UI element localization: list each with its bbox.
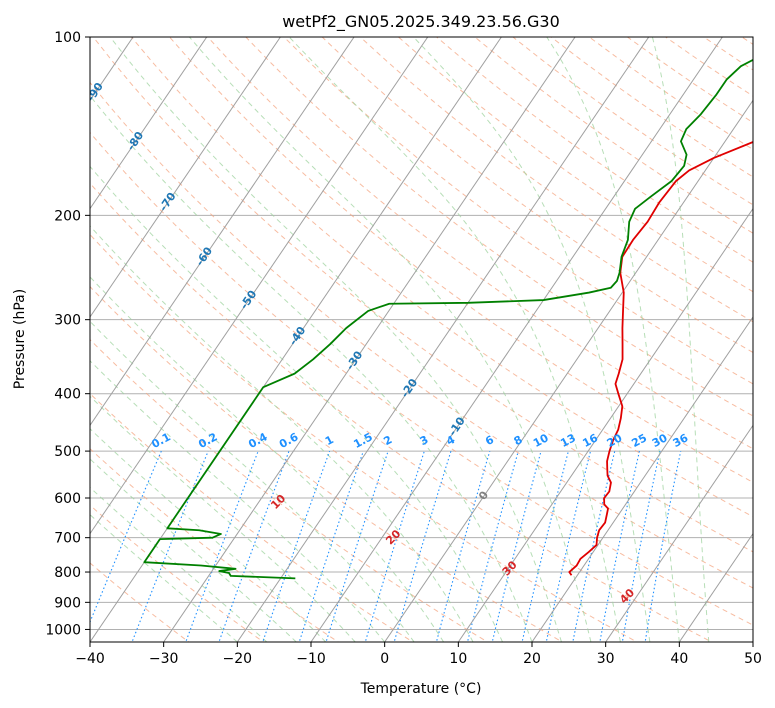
moist-adiabat-line (651, 37, 710, 642)
moist-adiabat-line (90, 428, 327, 642)
y-tick-label: 200 (54, 208, 81, 224)
y-tick-label: 600 (54, 491, 81, 507)
mixing-ratio-line (185, 450, 259, 642)
dewpoint-profile-line (143, 58, 753, 580)
x-axis: −40 −30 −20 −10 0 10 20 30 40 50 (75, 642, 762, 667)
mixing-ratio-label: 16 (580, 431, 600, 450)
y-axis: 100 200 300 400 500 600 700 800 900 1000 (45, 30, 90, 638)
mixing-ratio-label: 13 (558, 431, 578, 450)
x-tick-label: −10 (296, 651, 326, 667)
isotherm-line (236, 37, 650, 642)
dry-adiabat-line (90, 285, 564, 642)
moist-adiabat-line (90, 395, 356, 642)
y-tick-label: 800 (54, 565, 81, 581)
mixing-ratio-line (521, 450, 569, 642)
isotherm-line (310, 37, 723, 642)
y-tick-label: 500 (54, 444, 81, 460)
y-tick-label: 900 (54, 595, 81, 611)
y-tick-label: 100 (54, 30, 81, 46)
isotherm-line (605, 424, 753, 642)
moist-adiabat-line (109, 37, 562, 642)
mixing-ratio-label: 10 (531, 431, 551, 450)
x-tick-label: 20 (523, 651, 541, 667)
dry-adiabat-line (92, 37, 753, 553)
mixing-ratio-line (90, 450, 162, 624)
x-tick-label: −40 (75, 651, 105, 667)
moist-adiabat-line (546, 37, 680, 642)
chart-title: wetPf2_GN05.2025.349.23.56.G30 (282, 12, 560, 32)
x-tick-label: 30 (597, 651, 615, 667)
mixing-ratio-line (599, 450, 640, 642)
dry-adiabat-line (283, 37, 753, 385)
x-axis-title: Temperature (°C) (360, 681, 482, 697)
mixing-ratio-line (644, 450, 682, 642)
dry-adiabat-line (90, 448, 340, 642)
isotherm-line (90, 37, 208, 210)
moist-adiabat-line (288, 37, 621, 642)
dry-adiabat-line (245, 37, 753, 417)
mixing-ratio-line (572, 450, 616, 642)
dry-adiabat-line (90, 233, 639, 642)
isotherm-line (90, 37, 429, 535)
mixing-ratio-label: 20 (605, 431, 625, 450)
moist-adiabat-line (90, 94, 533, 642)
moist-adiabat-line (90, 458, 297, 642)
isotherm-line (678, 532, 753, 642)
x-tick-label: −20 (223, 651, 253, 667)
mixing-ratio-line (218, 450, 290, 642)
dry-adiabat-line (359, 37, 753, 323)
mixing-ratio-line (491, 450, 542, 642)
mixing-ratio-line (298, 450, 364, 642)
moist-adiabat-line (90, 360, 386, 642)
x-tick-label: 0 (380, 651, 389, 667)
mixing-ratio-line (545, 450, 592, 642)
y-tick-label: 400 (54, 387, 81, 403)
y-tick-label: 700 (54, 531, 81, 547)
mixing-ratio-line (435, 450, 491, 642)
y-tick-label: 300 (54, 313, 81, 329)
dry-adiabat-line (169, 37, 753, 483)
x-tick-label: −30 (149, 651, 179, 667)
x-tick-label: 40 (670, 651, 688, 667)
isotherm-line (457, 207, 753, 642)
profiles (143, 58, 753, 580)
mixing-ratio-label: 36 (671, 431, 691, 450)
x-tick-label: 10 (449, 651, 467, 667)
isotherm-line (90, 37, 281, 318)
dry-adiabat-line (90, 81, 753, 589)
mixing-ratio-line (393, 450, 452, 642)
isotherm-line (531, 316, 753, 642)
moist-adiabat-line (90, 165, 503, 642)
plot-frame (89, 36, 754, 643)
y-axis-title: Pressure (hPa) (12, 289, 28, 389)
mixing-ratio-line (621, 450, 661, 642)
mixing-ratio-line (325, 450, 389, 642)
x-tick-label: 50 (744, 651, 762, 667)
mixing-ratio-label: 25 (629, 431, 649, 450)
isotherm-line (384, 99, 753, 642)
temperature-profile-line (568, 140, 753, 576)
isotherm-line (90, 37, 355, 427)
moist-adiabat-line (90, 320, 415, 642)
moist-adiabat-line (90, 225, 474, 642)
dry-adiabat-line (90, 131, 753, 626)
mixing-ratio-line (364, 450, 425, 642)
isotherm-line (163, 37, 576, 642)
y-tick-label: 1000 (45, 622, 81, 638)
mixing-ratio-line (262, 450, 331, 642)
mixing-ratio-label: 30 (650, 431, 670, 450)
moist-adiabat-line (413, 37, 651, 642)
